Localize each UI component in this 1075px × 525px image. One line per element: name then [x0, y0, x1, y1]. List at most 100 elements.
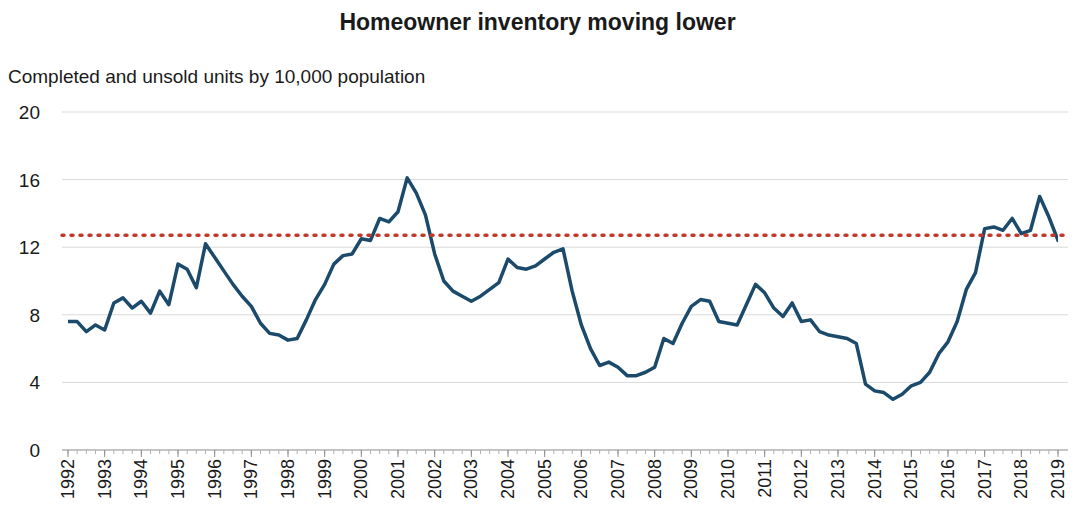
x-tick: [68, 450, 69, 457]
x-tick: [508, 450, 509, 457]
x-tick: [1058, 450, 1059, 457]
minor-tick: [590, 450, 591, 454]
x-tick-label: 2003: [461, 459, 481, 499]
x-tick: [471, 450, 472, 457]
x-tick-label: 2013: [828, 459, 848, 499]
x-tick-label: 1999: [315, 459, 335, 499]
x-tick: [288, 450, 289, 457]
x-tick: [544, 450, 545, 457]
x-tick-label: 2019: [1048, 459, 1068, 499]
x-tick-label: 2007: [608, 459, 628, 499]
x-tick: [214, 450, 215, 457]
minor-tick: [1048, 450, 1049, 454]
grid-line: [62, 247, 1068, 248]
minor-tick: [682, 450, 683, 454]
x-tick-label: 1992: [58, 459, 78, 499]
x-tick-label: 2004: [498, 459, 518, 499]
x-tick: [251, 450, 252, 457]
x-tick: [141, 450, 142, 457]
x-tick-label: 2008: [645, 459, 665, 499]
minor-tick: [737, 450, 738, 454]
minor-tick: [893, 450, 894, 454]
minor-tick: [563, 450, 564, 454]
x-tick-label: 2016: [938, 459, 958, 499]
grid-line: [62, 314, 1068, 315]
minor-tick: [966, 450, 967, 454]
minor-tick: [187, 450, 188, 454]
data-line: [68, 178, 1058, 399]
minor-tick: [77, 450, 78, 454]
title: Homeowner inventory moving lower: [339, 9, 735, 35]
minor-tick: [159, 450, 160, 454]
minor-tick: [572, 450, 573, 454]
x-tick-label: 2005: [535, 459, 555, 499]
x-tick: [1021, 450, 1022, 457]
y-tick-label: 16: [19, 170, 40, 191]
minor-tick: [792, 450, 793, 454]
x-tick: [691, 450, 692, 457]
x-tick: [398, 450, 399, 457]
minor-tick: [1012, 450, 1013, 454]
y-tick-label: 20: [19, 102, 40, 123]
minor-tick: [847, 450, 848, 454]
x-axis-line: [62, 449, 1068, 450]
minor-tick: [957, 450, 958, 454]
minor-tick: [920, 450, 921, 454]
x-tick: [178, 450, 179, 457]
minor-tick: [663, 450, 664, 454]
minor-tick: [95, 450, 96, 454]
x-tick-label: 2018: [1011, 459, 1031, 499]
minor-tick: [150, 450, 151, 454]
minor-tick: [819, 450, 820, 454]
x-tick: [838, 450, 839, 457]
minor-tick: [407, 450, 408, 454]
minor-tick: [828, 450, 829, 454]
minor-tick: [123, 450, 124, 454]
minor-tick: [196, 450, 197, 454]
minor-tick: [205, 450, 206, 454]
x-tick-label: 2009: [681, 459, 701, 499]
x-tick-label: 2012: [791, 459, 811, 499]
x-tick: [948, 450, 949, 457]
minor-tick: [425, 450, 426, 454]
minor-tick: [113, 450, 114, 454]
x-tick-label: 1995: [168, 459, 188, 499]
x-tick-label: 2014: [865, 459, 885, 499]
x-tick-label: 1994: [131, 459, 151, 499]
x-tick: [618, 450, 619, 457]
minor-tick: [865, 450, 866, 454]
x-tick-label: 1998: [278, 459, 298, 499]
x-tick: [764, 450, 765, 457]
minor-tick: [489, 450, 490, 454]
x-tick: [324, 450, 325, 457]
x-tick: [728, 450, 729, 457]
minor-tick: [810, 450, 811, 454]
minor-tick: [462, 450, 463, 454]
minor-tick: [929, 450, 930, 454]
minor-tick: [856, 450, 857, 454]
minor-tick: [773, 450, 774, 454]
x-tick: [654, 450, 655, 457]
minor-tick: [783, 450, 784, 454]
minor-tick: [1030, 450, 1031, 454]
minor-tick: [223, 450, 224, 454]
minor-tick: [343, 450, 344, 454]
x-tick: [911, 450, 912, 457]
x-tick-label: 1997: [241, 459, 261, 499]
x-tick-label: 2002: [425, 459, 445, 499]
plot-area: [68, 178, 1058, 399]
grid-line: [62, 179, 1068, 180]
x-tick-label: 2006: [571, 459, 591, 499]
minor-tick: [599, 450, 600, 454]
minor-tick: [535, 450, 536, 454]
minor-tick: [709, 450, 710, 454]
minor-tick: [242, 450, 243, 454]
minor-tick: [233, 450, 234, 454]
minor-tick: [526, 450, 527, 454]
minor-tick: [645, 450, 646, 454]
y-tick-label: 12: [19, 237, 40, 258]
minor-tick: [352, 450, 353, 454]
y-tick-label: 0: [29, 440, 40, 461]
minor-tick: [718, 450, 719, 454]
minor-tick: [388, 450, 389, 454]
